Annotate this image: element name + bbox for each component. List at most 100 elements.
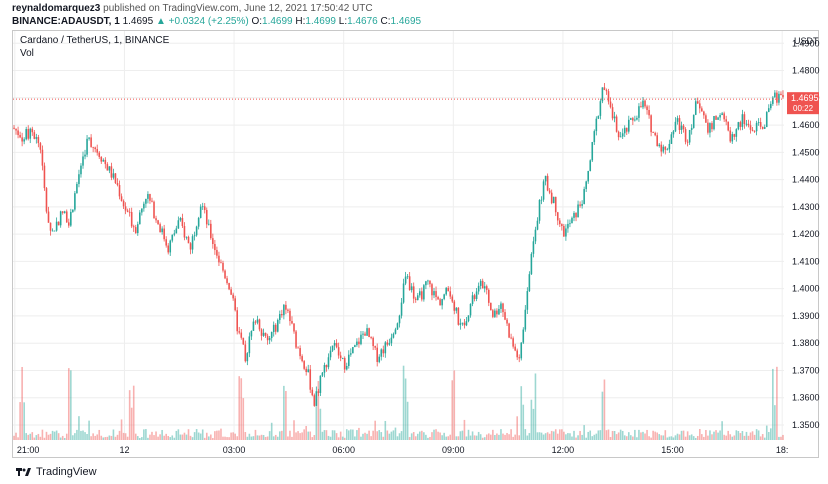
footer-brand[interactable]: TradingView xyxy=(16,466,97,478)
volume-bar xyxy=(51,430,54,440)
volume-bar xyxy=(725,435,727,440)
candle-body xyxy=(425,281,427,286)
y-tick-label: 1.4100 xyxy=(792,256,820,266)
candle-body xyxy=(195,226,198,236)
volume-bar xyxy=(483,437,486,440)
volume-bar xyxy=(145,429,147,440)
volume-bar xyxy=(544,433,547,440)
volume-bar xyxy=(183,432,186,440)
author-name[interactable]: reynaldomarquez3 xyxy=(12,3,101,14)
candle-body xyxy=(694,101,697,115)
candle-body xyxy=(78,174,80,184)
volume-bar xyxy=(733,435,736,440)
volume-bar xyxy=(546,432,549,440)
candle-body xyxy=(443,294,445,299)
candle-body xyxy=(447,287,450,292)
candle-body xyxy=(343,358,346,370)
candle-body xyxy=(559,220,561,225)
candle-body xyxy=(613,116,616,119)
candle-body xyxy=(585,181,587,190)
volume-bar xyxy=(719,430,721,440)
open-value: 1.4699 xyxy=(262,16,293,27)
candle-body xyxy=(193,235,196,237)
volume-bar xyxy=(569,433,571,440)
volume-bar xyxy=(189,435,192,440)
volume-bar xyxy=(31,432,34,440)
volume-bar xyxy=(358,427,360,440)
volume-bar xyxy=(713,431,715,440)
candle-body xyxy=(323,365,326,373)
volume-bar xyxy=(634,429,636,440)
candle-body xyxy=(256,319,259,323)
volume-bar xyxy=(248,433,251,440)
volume-bar xyxy=(84,432,86,440)
volume-bar xyxy=(607,429,610,440)
candle-body xyxy=(414,298,417,301)
candle-body xyxy=(143,203,145,209)
volume-bar xyxy=(408,437,411,440)
volume-bar xyxy=(587,431,590,440)
candle-body xyxy=(652,132,654,133)
volume-bar xyxy=(262,435,265,440)
candle-body xyxy=(293,323,295,332)
volume-bar xyxy=(585,437,587,440)
candle-body xyxy=(374,346,376,348)
candle-body xyxy=(416,295,419,301)
volume-bar xyxy=(548,433,551,440)
candle-body xyxy=(203,206,206,210)
volume-bar xyxy=(449,434,452,440)
volume-bar xyxy=(216,430,218,440)
candle-body xyxy=(128,211,131,213)
y-tick-label: 1.4500 xyxy=(792,147,820,157)
volume-bar xyxy=(364,432,366,440)
volume-bar xyxy=(455,436,458,440)
volume-bar xyxy=(658,434,661,440)
candle-body xyxy=(212,238,214,245)
volume-bar xyxy=(465,436,468,440)
candle-body xyxy=(698,103,701,109)
candle-body xyxy=(528,274,531,292)
candle-body xyxy=(102,159,105,162)
candle-body xyxy=(207,223,210,225)
volume-bar xyxy=(534,373,537,440)
candle-body xyxy=(319,375,322,393)
volume-bar xyxy=(670,436,673,440)
candle-body xyxy=(540,199,543,201)
volume-bar xyxy=(39,436,42,440)
volume-bar xyxy=(35,435,38,440)
volume-bar xyxy=(567,433,569,440)
volume-bar xyxy=(285,391,287,440)
candle-body xyxy=(390,337,393,344)
candle-body xyxy=(378,356,381,362)
volume-bar xyxy=(187,429,190,440)
candle-body xyxy=(502,303,504,313)
candle-body xyxy=(98,152,101,157)
volume-bar xyxy=(21,366,23,440)
volume-bar xyxy=(276,436,279,440)
volume-bar xyxy=(780,436,782,440)
volume-bar xyxy=(104,437,107,440)
volume-bar xyxy=(90,436,92,440)
volume-bar xyxy=(425,434,427,440)
candle-body xyxy=(739,122,742,127)
volume-bar xyxy=(63,437,66,440)
volume-bar xyxy=(451,380,454,440)
candle-body xyxy=(110,166,113,178)
y-tick-label: 1.3900 xyxy=(792,311,820,321)
candle-body xyxy=(644,100,646,107)
volume-bar xyxy=(197,432,200,440)
candle-body xyxy=(228,283,230,290)
candle-body xyxy=(258,319,261,330)
volume-bar xyxy=(203,437,206,440)
y-tick-label: 1.3800 xyxy=(792,338,820,348)
candle-body xyxy=(682,125,685,130)
candle-body xyxy=(534,229,537,242)
volume-bar xyxy=(327,435,330,440)
candle-body xyxy=(39,143,42,150)
candle-body xyxy=(780,93,782,96)
volume-bar xyxy=(640,432,642,440)
candle-body xyxy=(630,118,632,120)
candle-body xyxy=(364,333,366,336)
volume-bar xyxy=(753,434,756,440)
